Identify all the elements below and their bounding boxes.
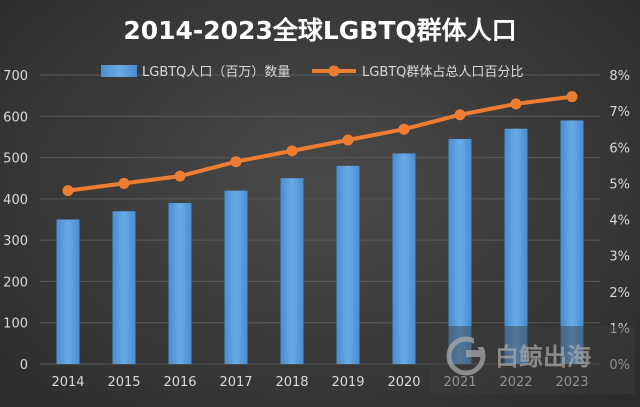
watermark: 白鲸出海 xyxy=(430,326,635,394)
x-tick-label: 2018 xyxy=(275,375,308,390)
y-left-tick-label: 100 xyxy=(3,317,28,332)
bar xyxy=(392,153,416,364)
y-right-tick-label: 1% xyxy=(609,322,630,337)
line-point xyxy=(174,170,186,182)
bar xyxy=(336,165,360,364)
bar xyxy=(504,128,528,364)
x-tick-label: 2023 xyxy=(555,375,588,390)
legend-swatch-bar xyxy=(101,65,137,77)
line-series xyxy=(62,91,578,197)
y-left-tick-label: 0 xyxy=(20,358,28,373)
y-right-tick-label: 5% xyxy=(609,177,630,192)
x-tick-label: 2014 xyxy=(51,375,84,390)
line-point xyxy=(286,145,298,157)
watermark-text: 白鲸出海 xyxy=(495,343,591,371)
y-right-tick-label: 6% xyxy=(609,141,630,156)
x-axis-ticks: 2014 2015 2016 2017 2018 2019 2020 2021 2022 2023 xyxy=(51,375,588,390)
y-right-tick-label: 0% xyxy=(609,358,630,373)
x-tick-label: 2017 xyxy=(219,375,252,390)
y-right-tick-label: 7% xyxy=(609,105,630,120)
line-point xyxy=(454,109,466,121)
y-left-tick-label: 400 xyxy=(3,193,28,208)
legend-label-bar: LGBTQ人口（百万）数量 xyxy=(142,65,290,80)
line-point xyxy=(566,91,578,103)
y-left-tick-label: 500 xyxy=(3,152,28,167)
bar-series xyxy=(56,120,584,365)
left-axis-ticks: 0 100 200 300 400 500 600 700 xyxy=(3,69,28,373)
y-right-tick-label: 8% xyxy=(609,69,630,84)
whale-logo-icon xyxy=(446,336,486,376)
line-point xyxy=(398,123,410,135)
legend-label-line: LGBTQ群体占总人口百分比 xyxy=(362,65,523,80)
bar xyxy=(56,219,80,364)
bar xyxy=(448,138,472,364)
line-point xyxy=(62,185,74,197)
x-tick-label: 2016 xyxy=(163,375,196,390)
bar xyxy=(224,190,248,364)
right-axis-ticks: 0% 1% 2% 3% 4% 5% 6% 7% 8% xyxy=(609,69,630,373)
line-point xyxy=(118,177,130,189)
chart-title: 2014-2023全球LGBTQ群体人口 xyxy=(123,16,516,45)
legend: LGBTQ人口（百万）数量 LGBTQ群体占总人口百分比 xyxy=(101,65,523,80)
bar xyxy=(280,178,304,364)
x-tick-label: 2021 xyxy=(443,375,476,390)
x-tick-label: 2019 xyxy=(331,375,364,390)
x-tick-label: 2015 xyxy=(107,375,140,390)
legend-swatch-marker xyxy=(328,65,340,77)
y-left-tick-label: 200 xyxy=(3,275,28,290)
y-right-tick-label: 3% xyxy=(609,250,630,265)
x-tick-label: 2022 xyxy=(499,375,532,390)
line-point xyxy=(510,98,522,110)
bar xyxy=(112,211,136,364)
bar xyxy=(168,202,192,364)
y-right-tick-label: 2% xyxy=(609,286,630,301)
y-right-tick-label: 4% xyxy=(609,214,630,229)
line-point xyxy=(230,156,242,168)
x-tick-label: 2020 xyxy=(387,375,420,390)
y-left-tick-label: 300 xyxy=(3,234,28,249)
line-point xyxy=(342,134,354,146)
y-left-tick-label: 600 xyxy=(3,110,28,125)
y-left-tick-label: 700 xyxy=(3,69,28,84)
bar xyxy=(560,120,584,365)
line-path xyxy=(67,94,573,193)
